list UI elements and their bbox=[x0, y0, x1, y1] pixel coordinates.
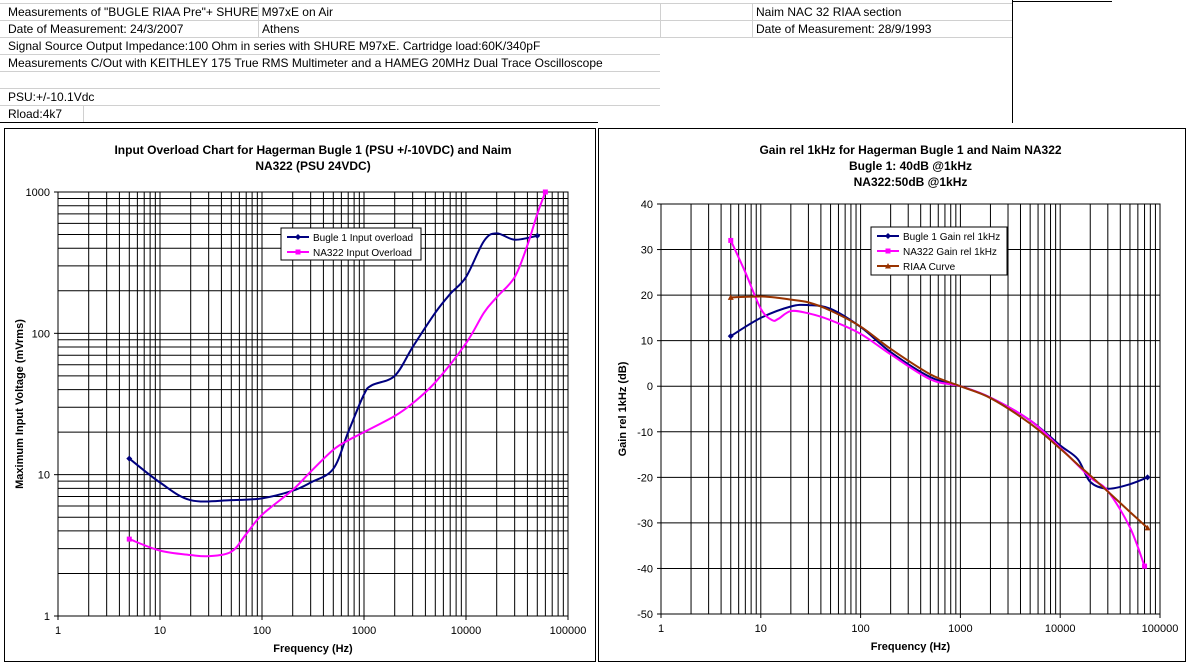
grid-line bbox=[752, 3, 753, 37]
series-line bbox=[128, 232, 538, 503]
y-tick-label: -20 bbox=[637, 472, 653, 484]
y-tick-label: -50 bbox=[637, 609, 653, 621]
legend-label: NA322 Gain rel 1kHz bbox=[903, 247, 997, 258]
grid-line bbox=[83, 105, 84, 122]
sheet-measurement-line: Measurements C/Out with KEITHLEY 175 Tru… bbox=[8, 56, 603, 70]
sheet-date-line: Date of Measurement: 24/3/2007 bbox=[8, 22, 184, 36]
y-axis-label: Maximum Input Voltage (mVrms) bbox=[14, 319, 26, 489]
x-tick-label: 10 bbox=[755, 623, 767, 635]
grid-line bbox=[0, 71, 660, 72]
sheet-naim-date: Date of Measurement: 28/9/1993 bbox=[756, 22, 932, 36]
y-tick-label: -10 bbox=[637, 427, 653, 439]
y-tick-label: 10 bbox=[641, 336, 653, 348]
grid-line bbox=[660, 3, 661, 37]
grid-line bbox=[0, 37, 1012, 38]
chart-title: Input Overload Chart for Hagerman Bugle … bbox=[114, 143, 511, 157]
y-tick-label: 20 bbox=[641, 290, 653, 302]
x-tick-label: 1000 bbox=[948, 623, 972, 635]
x-tick-label: 1 bbox=[658, 623, 664, 635]
data-point bbox=[1144, 524, 1151, 531]
data-point bbox=[727, 333, 734, 340]
sheet-source-line: Signal Source Output Impedance:100 Ohm i… bbox=[8, 39, 541, 53]
sheet-naim-title: Naim NAC 32 RIAA section bbox=[756, 5, 902, 19]
sheet-border bbox=[1012, 1, 1112, 2]
chart-title: NA322:50dB @1kHz bbox=[854, 175, 968, 189]
x-tick-label: 100 bbox=[851, 623, 869, 635]
data-point bbox=[885, 263, 891, 269]
y-tick-label: 0 bbox=[647, 381, 653, 393]
y-tick-label: 10 bbox=[38, 470, 50, 482]
x-tick-label: 100 bbox=[253, 625, 271, 637]
x-tick-label: 10 bbox=[154, 625, 166, 637]
y-tick-label: -30 bbox=[637, 518, 653, 530]
x-tick-label: 1 bbox=[55, 625, 61, 637]
data-point bbox=[126, 536, 132, 542]
chart-title: NA322 (PSU 24VDC) bbox=[255, 159, 370, 173]
data-point bbox=[534, 232, 541, 239]
sheet-border bbox=[0, 122, 598, 123]
x-tick-label: 10000 bbox=[1045, 623, 1076, 635]
legend-label: Bugle 1 Input overload bbox=[313, 233, 413, 244]
sheet-border bbox=[1012, 0, 1013, 123]
data-point bbox=[885, 233, 891, 239]
grid-line bbox=[0, 88, 660, 89]
grid-line bbox=[258, 3, 259, 37]
data-point bbox=[885, 248, 891, 254]
gain-chart: Gain rel 1kHz for Hagerman Bugle 1 and N… bbox=[617, 143, 1179, 653]
x-tick-label: 100000 bbox=[550, 625, 587, 637]
data-point bbox=[727, 294, 734, 300]
data-point bbox=[542, 189, 548, 195]
sheet-title-line: Measurements of "BUGLE RIAA Pre"+ SHURE … bbox=[8, 5, 333, 19]
x-tick-label: 10000 bbox=[451, 625, 482, 637]
legend-label: NA322 Input Overload bbox=[313, 248, 412, 259]
chart-title: Bugle 1: 40dB @1kHz bbox=[849, 159, 972, 173]
x-axis-label: Frequency (Hz) bbox=[273, 643, 353, 655]
legend-box bbox=[280, 227, 422, 261]
data-point bbox=[1144, 474, 1151, 481]
series-line bbox=[729, 240, 1146, 567]
data-point bbox=[295, 234, 301, 240]
grid-line bbox=[0, 105, 660, 106]
sheet-psu-line: PSU:+/-10.1Vdc bbox=[8, 90, 95, 104]
legend-label: Bugle 1 Gain rel 1kHz bbox=[903, 232, 1000, 243]
x-tick-label: 100000 bbox=[1142, 623, 1179, 635]
y-tick-label: 1000 bbox=[26, 187, 50, 199]
y-tick-label: -40 bbox=[637, 563, 653, 575]
y-tick-label: 40 bbox=[641, 199, 653, 211]
data-point bbox=[295, 249, 301, 255]
y-tick-label: 30 bbox=[641, 245, 653, 257]
x-axis-label: Frequency (Hz) bbox=[871, 641, 951, 653]
series-line bbox=[730, 295, 1149, 529]
grid-line bbox=[0, 54, 660, 55]
data-point bbox=[1142, 563, 1148, 569]
data-point bbox=[126, 455, 133, 462]
legend-label: RIAA Curve bbox=[903, 262, 956, 273]
overload-chart: Input Overload Chart for Hagerman Bugle … bbox=[14, 143, 587, 655]
grid-line bbox=[0, 20, 1012, 21]
data-point bbox=[728, 237, 734, 243]
gain-chart-panel: Gain rel 1kHz for Hagerman Bugle 1 and N… bbox=[598, 128, 1186, 662]
x-tick-label: 1000 bbox=[352, 625, 376, 637]
y-axis-label: Gain rel 1kHz (dB) bbox=[617, 361, 629, 456]
y-tick-label: 100 bbox=[32, 328, 50, 340]
series-line bbox=[128, 191, 547, 558]
overload-chart-panel: Input Overload Chart for Hagerman Bugle … bbox=[4, 128, 596, 662]
grid-line bbox=[0, 3, 1012, 4]
sheet-rload-line: Rload:4k7 bbox=[8, 107, 63, 121]
sheet-location: Athens bbox=[262, 22, 300, 36]
y-tick-label: 1 bbox=[44, 611, 50, 623]
chart-title: Gain rel 1kHz for Hagerman Bugle 1 and N… bbox=[759, 143, 1061, 157]
